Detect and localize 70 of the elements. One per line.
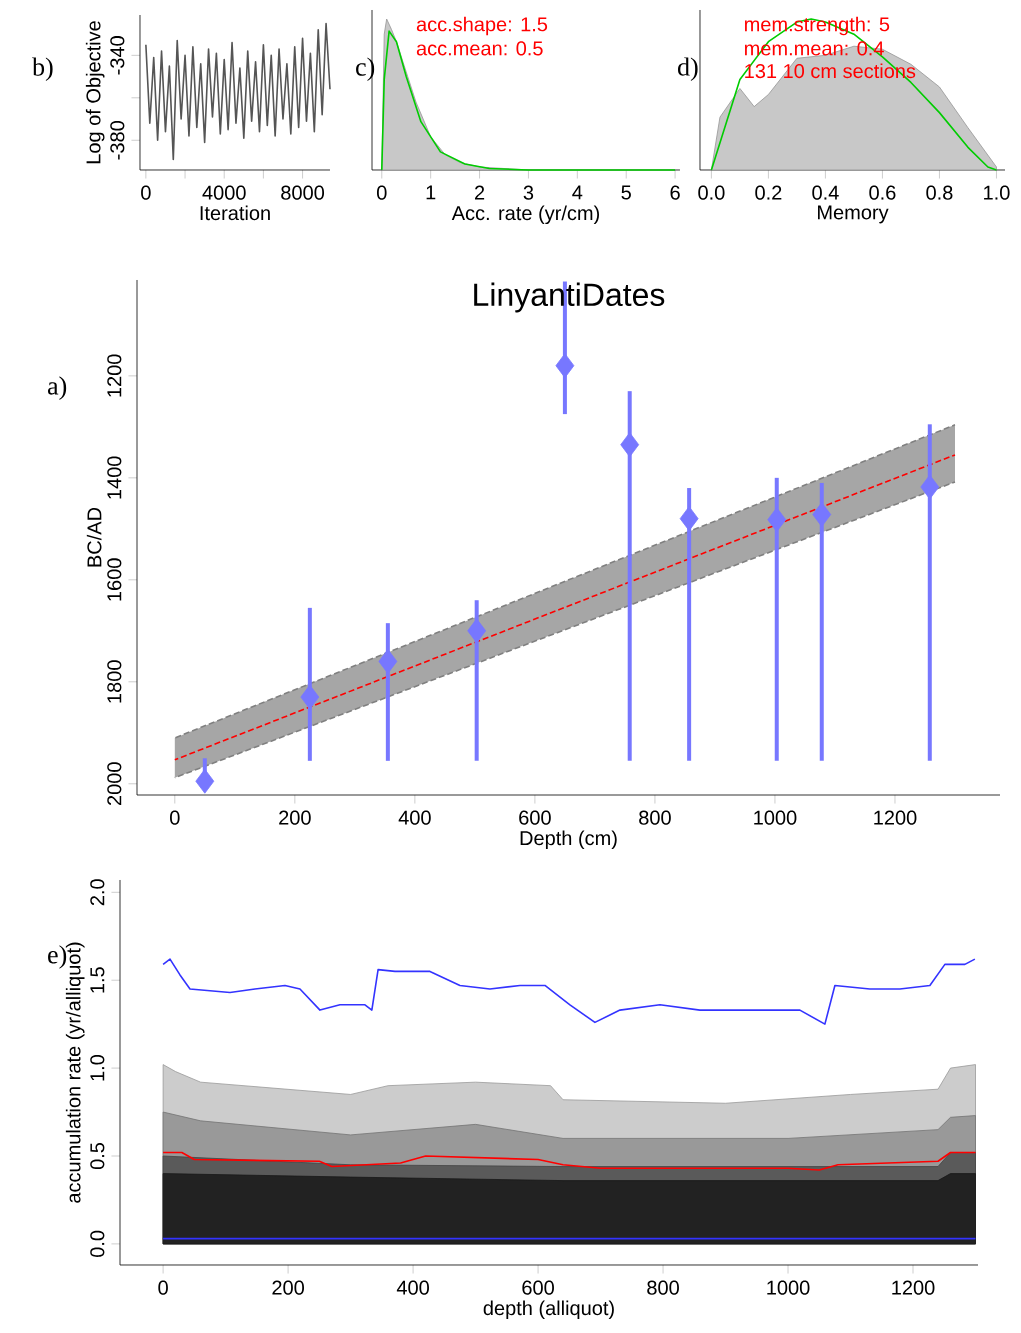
- x-tick-label: 4000: [202, 185, 246, 200]
- annotation: acc.mean: 0.5: [416, 41, 543, 56]
- y-axis-title: BC/AD: [86, 507, 102, 567]
- x-tick-label: 0.2: [755, 185, 782, 200]
- y-tick-label: 1600: [107, 558, 122, 601]
- text: 2.0: [90, 879, 105, 906]
- x-axis-title: Iteration: [200, 205, 270, 221]
- point: [378, 649, 398, 674]
- x-tick-label: 1000: [754, 810, 797, 825]
- x-tick-label: 0: [170, 810, 180, 825]
- x-tick-label: 600: [522, 1280, 554, 1295]
- point: [300, 684, 320, 710]
- point: [812, 502, 832, 527]
- chart-title: LinyantiDates: [474, 282, 665, 313]
- x-tick-label: 0.8: [926, 185, 953, 200]
- text: 1.0: [984, 185, 1010, 200]
- x-tick-label: 800: [639, 810, 671, 825]
- x-tick-label: 200: [272, 1280, 305, 1295]
- annotation: acc.shape: 1.5: [416, 16, 548, 36]
- x-tick-label: 600: [519, 810, 551, 825]
- annotation: c): [356, 57, 375, 81]
- y-tick-label: 1400: [107, 456, 122, 499]
- x-tick-label: 0: [377, 185, 387, 200]
- y-axis-title: accumulation rate (yr/alliquot): [65, 942, 85, 1203]
- x-tick-label: 2: [474, 185, 485, 200]
- y-tick-label: 1800: [107, 660, 122, 703]
- point: [195, 768, 215, 794]
- y-tick-label: -340: [110, 36, 125, 75]
- x-axis-title: Memory: [818, 205, 889, 224]
- x-tick-label: 6: [670, 185, 680, 200]
- x-axis-title: Acc. rate (yr/cm): [451, 205, 600, 225]
- text: e): [48, 945, 67, 969]
- point: [467, 618, 487, 644]
- y-axis-title: Log of Objective: [85, 21, 105, 164]
- x-axis-title: depth (alliquot): [483, 1300, 614, 1320]
- point: [920, 474, 940, 500]
- y-tick-label: 1.5: [90, 967, 105, 993]
- x-tick-label: 5: [621, 185, 631, 200]
- x-tick-label: 1200: [874, 810, 917, 825]
- x-axis-title: Depth (cm): [520, 830, 617, 850]
- x-tick-label: 1: [426, 185, 436, 200]
- x-tick-label: 8000: [281, 185, 325, 200]
- text: 0.0: [698, 185, 725, 200]
- point: [555, 353, 575, 379]
- y-tick-label: 0.5: [90, 1142, 105, 1170]
- text: a): [47, 376, 67, 400]
- point: [679, 506, 699, 532]
- text: 1.0: [90, 1054, 105, 1081]
- text: 0.0: [90, 1230, 105, 1258]
- x-tick-label: 0: [141, 185, 151, 200]
- y-tick-label: 1200: [107, 354, 122, 397]
- point: [767, 507, 787, 533]
- x-tick-label: 400: [398, 810, 431, 825]
- x-tick-label: 4: [572, 185, 583, 200]
- y-tick-label: -380: [110, 121, 125, 160]
- x-tick-label: 1000: [767, 1280, 810, 1295]
- point: [620, 432, 640, 458]
- x-tick-label: 1200: [892, 1280, 935, 1295]
- line-series: [162, 1151, 977, 1171]
- y-tick-label: 2000: [107, 762, 122, 806]
- line-series: [145, 22, 331, 161]
- x-tick-label: 800: [647, 1280, 679, 1295]
- x-tick-label: 0: [158, 1280, 168, 1295]
- annotation: d): [678, 57, 698, 81]
- text: b): [32, 57, 53, 82]
- x-tick-label: 400: [396, 1280, 429, 1295]
- x-tick-label: 0.4: [812, 185, 839, 200]
- x-tick-label: 3: [523, 185, 534, 200]
- x-tick-label: 0.6: [869, 185, 896, 200]
- x-tick-label: 200: [279, 810, 311, 825]
